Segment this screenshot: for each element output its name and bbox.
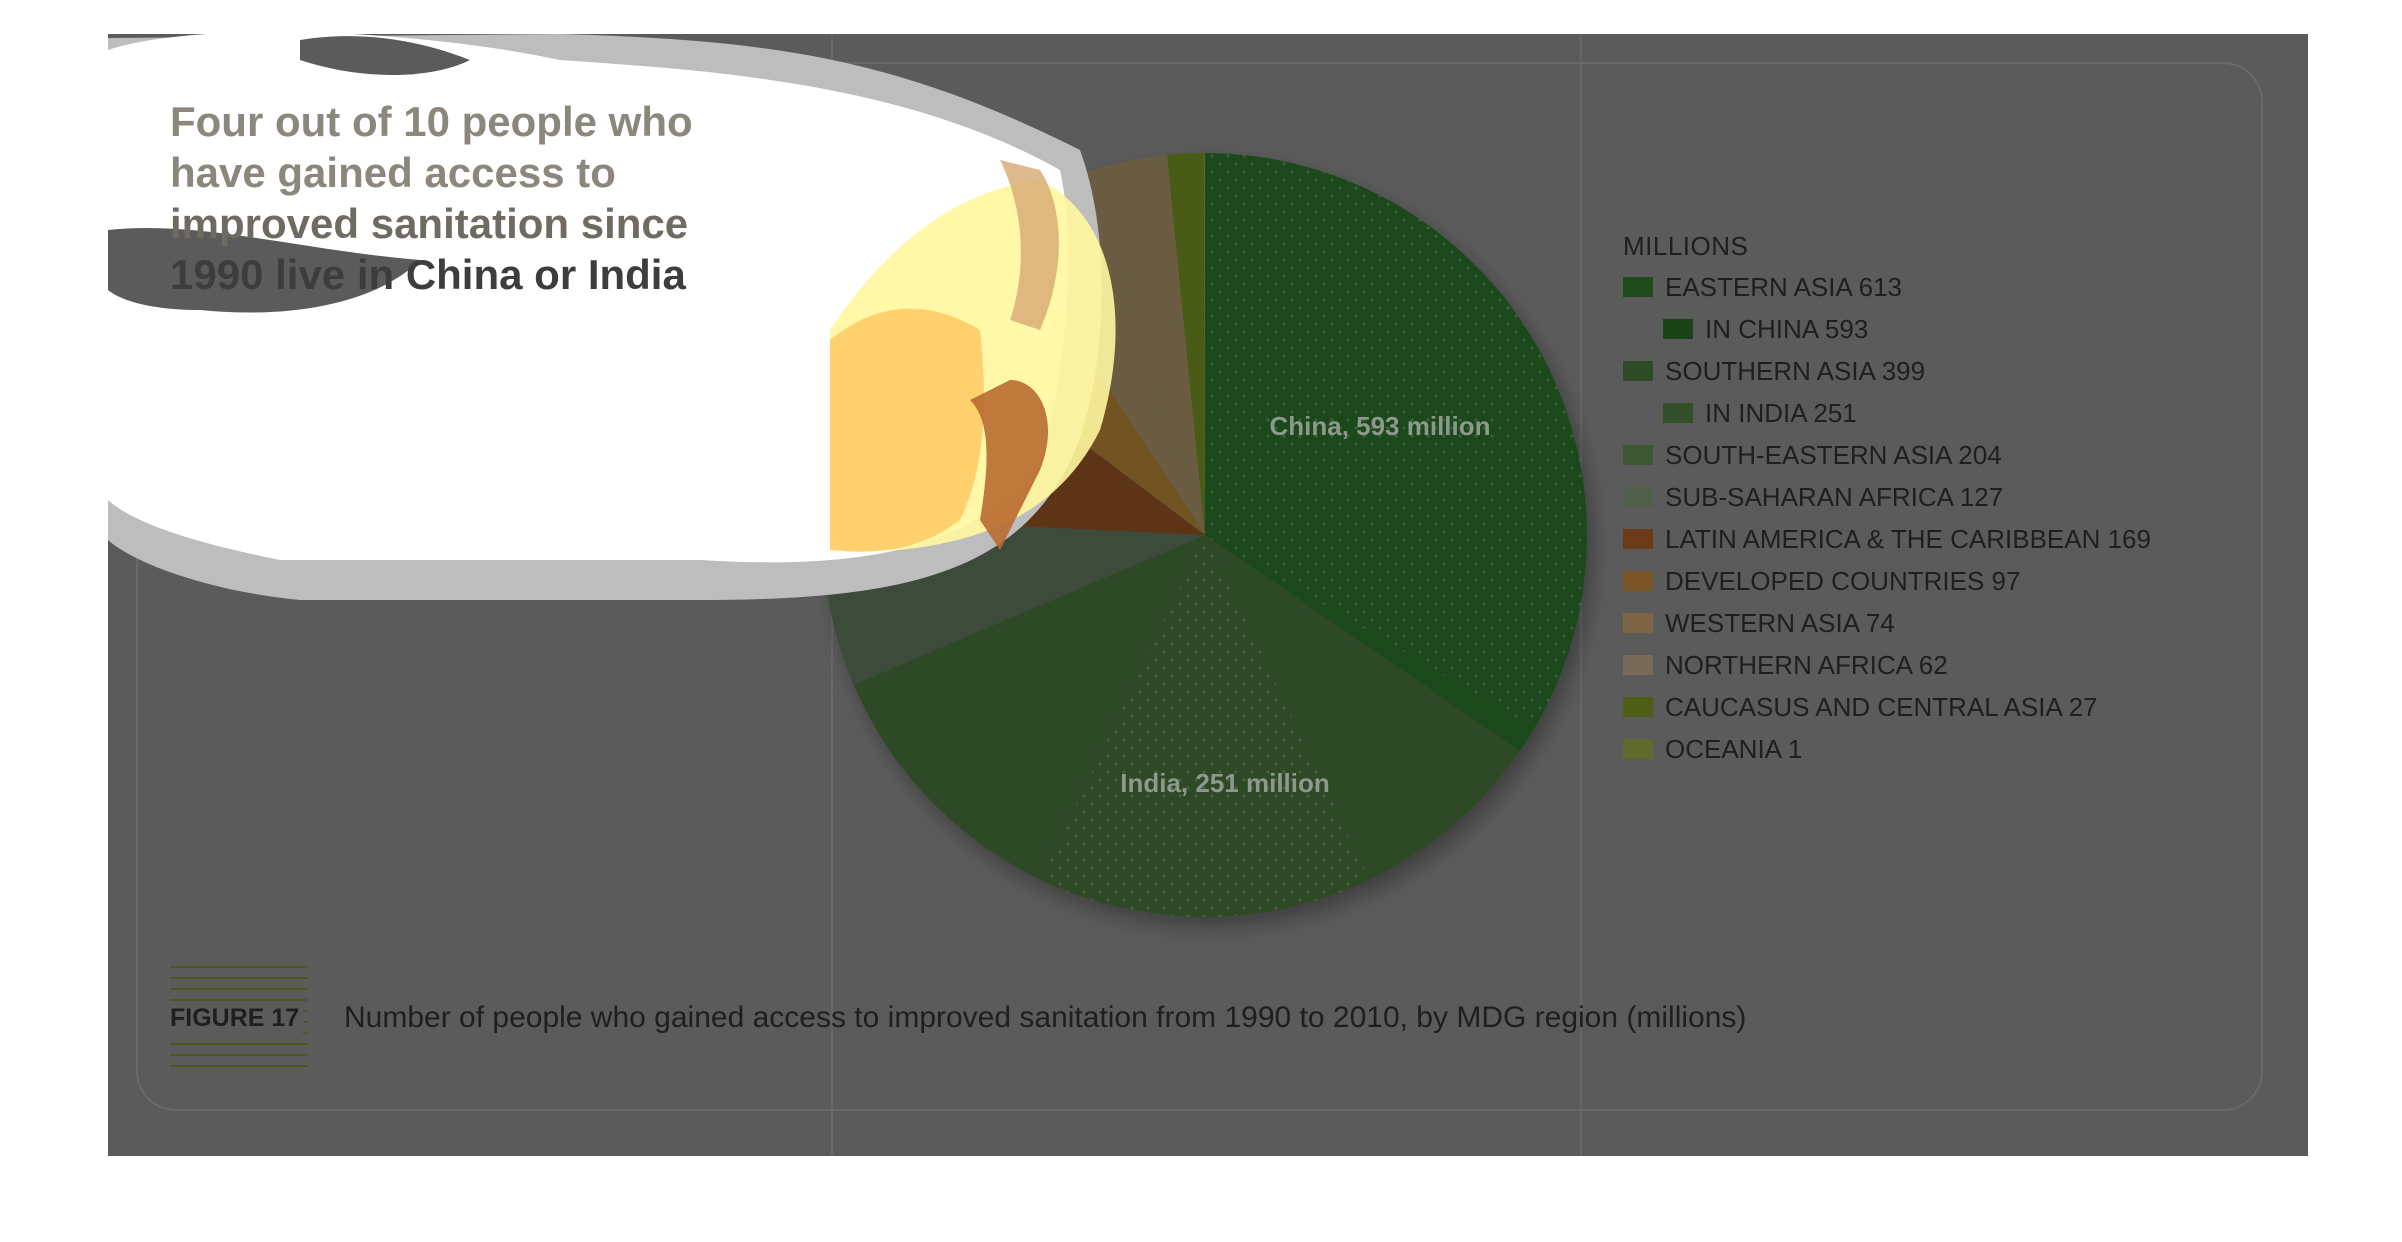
pie-slice-northern-africa [1085,154,1205,535]
legend-label: IN INDIA 251 [1705,397,1857,428]
legend-swatch [1623,613,1653,633]
figure-label: FIGURE 17 [170,1002,304,1034]
legend-item: DEVELOPED COUNTRIES 97 [1623,560,2151,602]
legend-swatch [1623,277,1653,297]
pie-slice-south-eastern-asia [853,535,1205,880]
legend-swatch [1663,319,1693,339]
legend-swatch [1623,739,1653,759]
pie-subslice-in-india [1040,535,1370,918]
legend-label: SUB-SAHARAN AFRICA 127 [1665,481,2004,512]
legend-label: LATIN AMERICA & THE CARIBBEAN 169 [1665,523,2151,554]
glare-overlay [108,31,1116,600]
pie-slice-oceania [1203,152,1205,535]
legend-swatch [1623,697,1653,717]
china-annotation: China, 593 million [1269,411,1490,441]
headline-line: Four out of 10 people who [170,98,693,145]
legend-item: WESTERN ASIA 74 [1623,602,2151,644]
figure-frame [136,62,2263,1111]
legend-swatch [1623,655,1653,675]
legend-items: EASTERN ASIA 613 IN CHINA 593 SOUTHERN ASI… [1623,266,2151,770]
legend-label: CAUCASUS AND CENTRAL ASIA 27 [1665,691,2098,722]
pie-subslice-in-china [1205,153,1588,729]
legend-item: OCEANIA 1 [1623,728,2151,770]
legend-title: MILLIONS [1623,231,1749,261]
legend-swatch [1623,361,1653,381]
legend-label: DEVELOPED COUNTRIES 97 [1665,565,2021,596]
legend-label: NORTHERN AFRICA 62 [1665,649,1948,680]
legend-label: SOUTH-EASTERN ASIA 204 [1665,439,2002,470]
legend-item: LATIN AMERICA & THE CARIBBEAN 169 [1623,518,2151,560]
headline-line: 1990 live in China or India [170,251,686,298]
india-annotation: India, 251 million [1120,768,1330,798]
legend-swatch [1663,403,1693,423]
legend-label: EASTERN ASIA 613 [1665,271,1903,302]
headline-line: improved sanitation since [170,200,689,247]
legend-label: WESTERN ASIA 74 [1665,607,1895,638]
legend-swatch [1623,529,1653,549]
legend-label: OCEANIA 1 [1665,733,1803,764]
legend-item: EASTERN ASIA 613 [1623,266,2151,308]
headline: Four out of 10 people who have gained ac… [170,96,730,300]
headline-line: have gained access to [170,149,616,196]
legend-swatch [1623,445,1653,465]
legend-item: CAUCASUS AND CENTRAL ASIA 27 [1623,686,2151,728]
legend-item: SOUTH-EASTERN ASIA 204 [1623,434,2151,476]
legend-item: IN INDIA 251 [1623,392,2151,434]
legend-label: IN CHINA 593 [1705,313,1869,344]
legend-item: SOUTHERN ASIA 399 [1623,350,2151,392]
legend-swatch [1623,487,1653,507]
legend-swatch [1623,571,1653,591]
legend-label: SOUTHERN ASIA 399 [1665,355,1926,386]
legend: MILLIONS EASTERN ASIA 613 IN CHINA 593 SOU… [1623,226,2151,770]
pie-slice-caucasus-and-central-asia [1167,153,1205,535]
figure-caption: Number of people who gained access to im… [344,1001,1747,1034]
legend-item: IN CHINA 593 [1623,308,2151,350]
legend-item: NORTHERN AFRICA 62 [1623,644,2151,686]
legend-item: SUB-SAHARAN AFRICA 127 [1623,476,2151,518]
